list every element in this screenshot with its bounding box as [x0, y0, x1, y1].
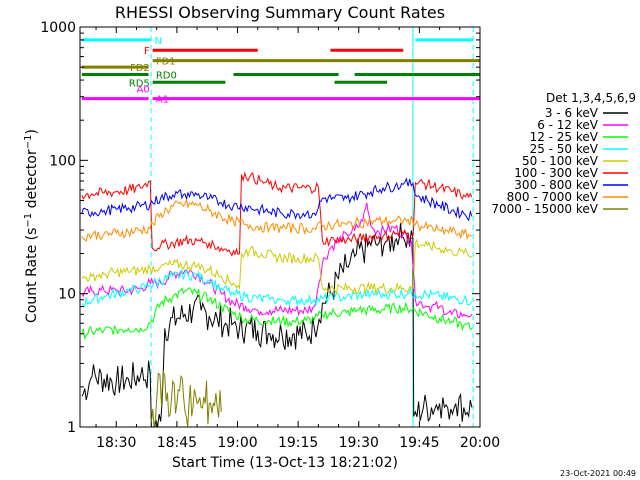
x-tick-label-4: 19:30: [339, 435, 379, 451]
x-tick-label-2: 19:00: [217, 435, 257, 451]
legend-label-4: 50 - 100 keV: [522, 154, 599, 168]
legend-label-0: 3 - 6 keV: [545, 106, 599, 120]
x-axis: 18:30 18:45 19:00 19:15 19:30 19:45 20:00: [95, 27, 500, 451]
plot-frame: [79, 26, 481, 428]
state-label-3: FD2: [130, 63, 150, 74]
state-label-4: RD0: [156, 71, 177, 82]
series-line-8: [150, 370, 222, 428]
legend-label-3: 25 - 50 keV: [530, 142, 599, 156]
state-label-5: RD5: [129, 78, 150, 89]
series-line-3: [81, 268, 473, 308]
x-tick-label-1: 18:45: [157, 435, 197, 451]
series-layer: [81, 171, 473, 428]
x-tick-label-5: 19:45: [399, 435, 439, 451]
y-tick-label-0: 1: [67, 420, 76, 436]
series-line-1: [81, 202, 473, 319]
series-line-4: [81, 238, 473, 295]
y-tick-label-3: 1000: [40, 20, 76, 36]
y-axis-label: Count Rate (s−1 detector−1): [23, 129, 40, 323]
x-tick-label-0: 18:30: [96, 435, 136, 451]
series-line-5: [81, 171, 473, 257]
state-label-7: A1: [156, 95, 169, 106]
legend-label-2: 12 - 25 keV: [530, 130, 599, 144]
legend-label-6: 300 - 800 keV: [514, 178, 598, 192]
state-label-0: N: [155, 36, 162, 47]
footer-timestamp: 23-Oct-2021 00:49: [560, 469, 636, 478]
state-label-6: A0: [137, 85, 150, 96]
state-label-2: FD1: [156, 57, 176, 68]
y-tick-label-2: 100: [49, 153, 76, 169]
y-axis: 1 10 100 1000: [40, 20, 480, 436]
x-axis-label: Start Time (13-Oct-13 18:21:02): [172, 455, 398, 471]
x-tick-label-6: 20:00: [460, 435, 500, 451]
legend-title: Det 1,3,4,5,6,9: [546, 91, 636, 105]
chart-title: RHESSI Observing Summary Count Rates: [115, 3, 445, 22]
series-line-7: [81, 199, 473, 242]
legend-label-8: 7000 - 15000 keV: [491, 202, 598, 216]
series-line-2: [81, 286, 473, 341]
series-line-6: [81, 177, 473, 222]
legend-label-5: 100 - 300 keV: [514, 166, 598, 180]
y-tick-label-1: 10: [58, 287, 76, 303]
state-label-1: F: [144, 46, 150, 57]
x-tick-label-3: 19:15: [278, 435, 318, 451]
series-line-0: [81, 223, 473, 428]
legend-label-1: 6 - 12 keV: [537, 118, 599, 132]
legend-label-7: 800 - 7000 keV: [507, 190, 599, 204]
